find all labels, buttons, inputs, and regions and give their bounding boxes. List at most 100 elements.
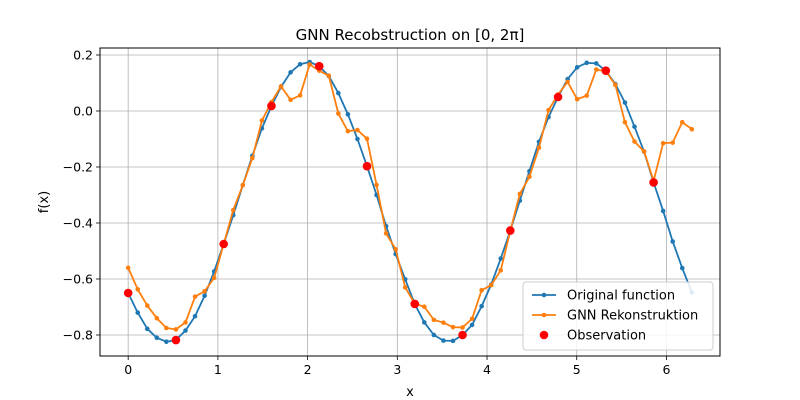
- data-point: [202, 293, 207, 299]
- data-point: [450, 338, 456, 344]
- data-point: [336, 90, 341, 96]
- data-point: [431, 317, 437, 323]
- observation-point: [601, 66, 611, 75]
- legend-item: Original function: [532, 289, 675, 304]
- observation-point: [171, 335, 181, 345]
- data-point: [164, 325, 169, 331]
- data-point: [345, 128, 351, 134]
- observation-point: [649, 178, 658, 187]
- data-point: [632, 124, 637, 129]
- data-point: [536, 145, 542, 150]
- data-point: [154, 335, 160, 341]
- data-point: [479, 287, 484, 293]
- legend: Original function GNN Rekonstruktion Obser…: [522, 281, 714, 351]
- x-tick-label: 6: [662, 362, 670, 377]
- data-point: [402, 285, 408, 290]
- data-point: [202, 289, 207, 294]
- data-point: [641, 149, 647, 154]
- legend-marker: [539, 330, 549, 340]
- data-point: [250, 155, 255, 161]
- data-point: [422, 304, 427, 310]
- data-point: [584, 93, 590, 98]
- data-point: [154, 315, 160, 321]
- data-point: [441, 338, 446, 343]
- legend-label: Observation: [567, 329, 646, 344]
- observation-point: [123, 288, 133, 298]
- data-point: [441, 320, 446, 325]
- data-point: [450, 324, 456, 330]
- data-point: [689, 126, 695, 132]
- data-point: [574, 65, 580, 70]
- data-point: [288, 97, 293, 103]
- data-point: [240, 182, 246, 188]
- legend-label: Original function: [567, 289, 675, 304]
- x-axis-ticks: 0 1 2 3 4 5 6: [124, 356, 670, 377]
- observation-point: [362, 161, 372, 171]
- observation-point: [410, 299, 420, 309]
- x-axis-label: x: [406, 385, 414, 400]
- data-point: [230, 207, 236, 213]
- data-point: [584, 60, 590, 66]
- data-point: [374, 182, 379, 188]
- data-point: [565, 79, 570, 85]
- data-point: [422, 320, 427, 325]
- data-point: [546, 107, 551, 113]
- data-point: [613, 82, 618, 88]
- data-point: [660, 208, 666, 214]
- observation-point: [267, 101, 276, 111]
- y-tick-label: −0.2: [63, 160, 93, 175]
- data-point: [593, 61, 599, 66]
- data-point: [345, 112, 351, 117]
- data-point: [288, 70, 293, 75]
- x-tick-label: 2: [304, 362, 312, 377]
- observation-point: [458, 330, 467, 340]
- data-point: [393, 247, 398, 252]
- data-point: [517, 191, 523, 197]
- data-point: [307, 62, 312, 67]
- legend-box: [522, 281, 714, 351]
- x-tick-label: 4: [483, 362, 491, 377]
- observation-point: [553, 92, 563, 102]
- data-point: [326, 73, 332, 79]
- data-point: [164, 339, 169, 345]
- data-point: [622, 100, 628, 105]
- y-tick-label: −0.4: [63, 216, 93, 231]
- legend-marker: [541, 292, 547, 298]
- data-point: [670, 140, 676, 145]
- data-point: [670, 239, 676, 244]
- data-point: [527, 174, 532, 180]
- data-point: [469, 322, 475, 328]
- legend-item: GNN Rekonstruktion: [532, 309, 698, 324]
- data-point: [125, 265, 131, 271]
- data-point: [173, 327, 179, 332]
- data-point: [660, 140, 666, 146]
- data-point: [192, 313, 198, 319]
- observation-point: [314, 61, 324, 71]
- data-point: [469, 316, 475, 322]
- data-point: [144, 326, 150, 332]
- x-tick-label: 5: [573, 362, 581, 377]
- plot-series: [123, 59, 695, 345]
- data-point: [460, 325, 465, 330]
- x-tick-label: 1: [214, 362, 222, 377]
- legend-item: Observation: [539, 329, 646, 344]
- x-tick-label: 3: [393, 362, 401, 377]
- data-point: [297, 61, 303, 67]
- y-tick-label: −0.6: [63, 272, 93, 287]
- data-point: [593, 67, 599, 72]
- data-point: [355, 127, 360, 133]
- data-point: [192, 294, 198, 299]
- data-point: [622, 119, 628, 125]
- data-point: [355, 136, 360, 142]
- data-point: [632, 139, 637, 144]
- data-point: [479, 303, 484, 309]
- y-tick-label: 0.0: [73, 104, 93, 119]
- data-point: [679, 119, 685, 125]
- chart-title: GNN Recobstruction on [0, 2π]: [296, 26, 525, 44]
- data-point: [211, 275, 217, 281]
- legend-marker: [541, 312, 547, 318]
- data-point: [278, 84, 284, 89]
- observation-point: [219, 239, 229, 249]
- data-point: [183, 328, 188, 333]
